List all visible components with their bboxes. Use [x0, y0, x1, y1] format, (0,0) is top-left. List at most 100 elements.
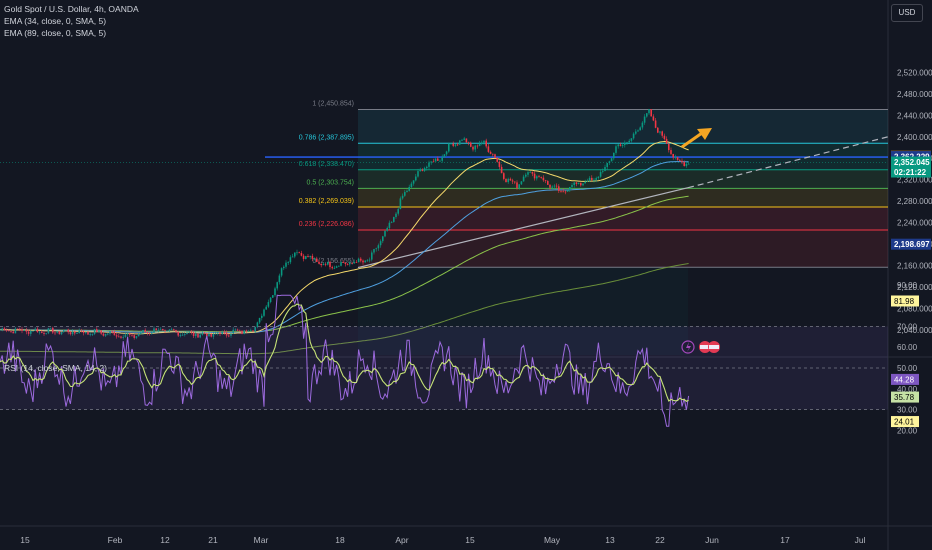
candle-body — [212, 333, 215, 337]
candle-body — [452, 143, 454, 146]
candle-body — [353, 262, 355, 264]
candle-body — [599, 171, 602, 177]
candle-body — [318, 261, 320, 264]
candle-body — [377, 245, 380, 249]
candle-body — [415, 176, 417, 181]
candle-body — [269, 297, 272, 303]
candle-body — [406, 190, 408, 193]
candle-body — [276, 282, 278, 289]
candle-body — [74, 331, 76, 334]
candle-body — [566, 190, 569, 192]
candle-body — [500, 166, 503, 174]
candle-body — [142, 330, 144, 333]
candle-body — [371, 252, 373, 260]
candle-body — [459, 140, 461, 145]
candle-body — [641, 122, 644, 128]
price-tick-label: 2,240.000 — [897, 219, 932, 228]
candle-body — [327, 261, 329, 265]
candle-body — [247, 330, 250, 332]
lightning-glyph — [686, 342, 691, 352]
event-icons — [681, 340, 720, 354]
rsi-tick-label: 90.00 — [897, 281, 918, 290]
candle-body — [338, 265, 340, 267]
rsi-legend[interactable]: RSI (14, close, SMA, 14, 2) — [4, 363, 107, 373]
candle-body — [102, 333, 105, 336]
candle-body — [78, 330, 80, 334]
candle-body — [540, 177, 542, 178]
candle-body — [153, 328, 155, 333]
candle-body — [146, 332, 149, 333]
symbol-legend[interactable]: Gold Spot / U.S. Dollar, 4h, OANDA EMA (… — [4, 3, 139, 39]
candle-body — [606, 163, 608, 168]
candle-body — [100, 330, 102, 334]
candle-body — [544, 180, 547, 182]
candle-body — [498, 161, 501, 167]
time-tick-label: Apr — [395, 535, 408, 545]
candle-body — [593, 179, 595, 181]
candle-body — [243, 330, 245, 334]
candle-body — [254, 326, 256, 332]
candle-body — [67, 329, 69, 333]
candle-body — [47, 328, 50, 334]
candle-body — [467, 142, 470, 144]
candle-body — [395, 213, 397, 218]
time-tick-label: Jun — [705, 535, 719, 545]
candle-body — [637, 130, 639, 132]
candle-body — [228, 335, 230, 337]
rsi-line — [0, 294, 690, 427]
candle-body — [619, 144, 622, 146]
candle-body — [448, 143, 450, 152]
candle-body — [16, 328, 19, 330]
price-tick-label: 2,480.000 — [897, 90, 932, 99]
candle-body — [621, 144, 624, 146]
candle-body — [342, 262, 344, 263]
price-tick-label: 2,120.000 — [897, 283, 932, 292]
symbol-title[interactable]: Gold Spot / U.S. Dollar, 4h, OANDA — [4, 4, 139, 14]
price-tick-label: 2,320.000 — [897, 176, 932, 185]
candle-body — [186, 332, 188, 335]
candle-body — [144, 330, 146, 333]
candle-body — [595, 178, 597, 180]
candle-body — [683, 162, 685, 166]
candle-body — [173, 329, 175, 331]
candle-body — [520, 181, 523, 185]
price-badge: 02:21:22 — [891, 166, 931, 178]
price-tick-label: 2,520.000 — [897, 68, 932, 77]
candle-body — [489, 151, 492, 154]
candle-body — [628, 140, 630, 143]
candle-body — [168, 329, 171, 331]
candle-body — [549, 184, 551, 188]
candle-body — [591, 177, 593, 181]
price-badge-bg — [891, 156, 931, 168]
candle-body — [646, 113, 648, 117]
candle-body — [14, 328, 17, 334]
candle-body — [329, 261, 331, 268]
ema34-legend[interactable]: EMA (34, close, 0, SMA, 5) — [4, 16, 107, 26]
candle-body — [428, 162, 430, 167]
ema89-legend[interactable]: EMA (89, close, 0, SMA, 5) — [4, 28, 107, 38]
candle-body — [386, 227, 388, 231]
currency-button[interactable]: USD — [891, 4, 923, 22]
time-tick-label: 15 — [20, 535, 30, 545]
candle-body — [393, 217, 395, 222]
candle-body — [331, 267, 333, 269]
candle-body — [140, 332, 142, 335]
candle-body — [36, 328, 39, 332]
candle-body — [390, 221, 393, 223]
candle-body — [582, 183, 584, 186]
candle-body — [294, 252, 296, 257]
candle-body — [21, 329, 23, 331]
candle-body — [274, 288, 276, 296]
candle-body — [648, 109, 650, 114]
price-badge: 2,352.045 — [891, 156, 931, 168]
candle-body — [190, 331, 193, 333]
candle-body — [527, 172, 529, 175]
candle-body — [1, 328, 3, 330]
price-tick-label: 2,040.000 — [897, 326, 932, 335]
price-badge-text: 2,198.697 — [894, 240, 930, 249]
candle-body — [454, 144, 457, 146]
price-badge-bg — [891, 166, 931, 178]
rsi-badge-text: 35.78 — [894, 393, 915, 402]
candle-body — [560, 190, 562, 192]
